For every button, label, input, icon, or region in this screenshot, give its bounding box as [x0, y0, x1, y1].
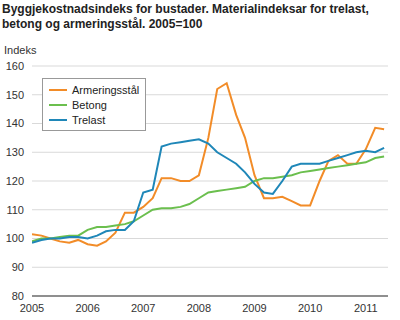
- svg-text:2007: 2007: [131, 302, 155, 314]
- svg-text:160: 160: [6, 60, 24, 72]
- svg-text:90: 90: [12, 261, 24, 273]
- html-text:Trelast: Trelast: [72, 113, 106, 126]
- html-text:Byggjekostnadsindeks for busta: Byggjekostnadsindeks for bustader. Mater…: [2, 2, 369, 31]
- html-text:Armeringsstål: Armeringsstål: [72, 83, 140, 96]
- svg-text:2009: 2009: [242, 302, 266, 314]
- svg-text:110: 110: [6, 204, 24, 216]
- svg-text:130: 130: [6, 146, 24, 158]
- svg-text:2006: 2006: [75, 302, 99, 314]
- svg-text:80: 80: [12, 290, 24, 302]
- svg-text:150: 150: [6, 89, 24, 101]
- svg-text:2011: 2011: [354, 302, 378, 314]
- html-text:Indeks: Indeks: [4, 44, 37, 56]
- svg-text:2008: 2008: [187, 302, 211, 314]
- svg-text:140: 140: [6, 117, 24, 129]
- svg-text:2005: 2005: [20, 302, 44, 314]
- html-text:Betong: Betong: [72, 98, 107, 111]
- svg-text:2010: 2010: [298, 302, 322, 314]
- svg-text:100: 100: [6, 232, 24, 244]
- svg-text:120: 120: [6, 175, 24, 187]
